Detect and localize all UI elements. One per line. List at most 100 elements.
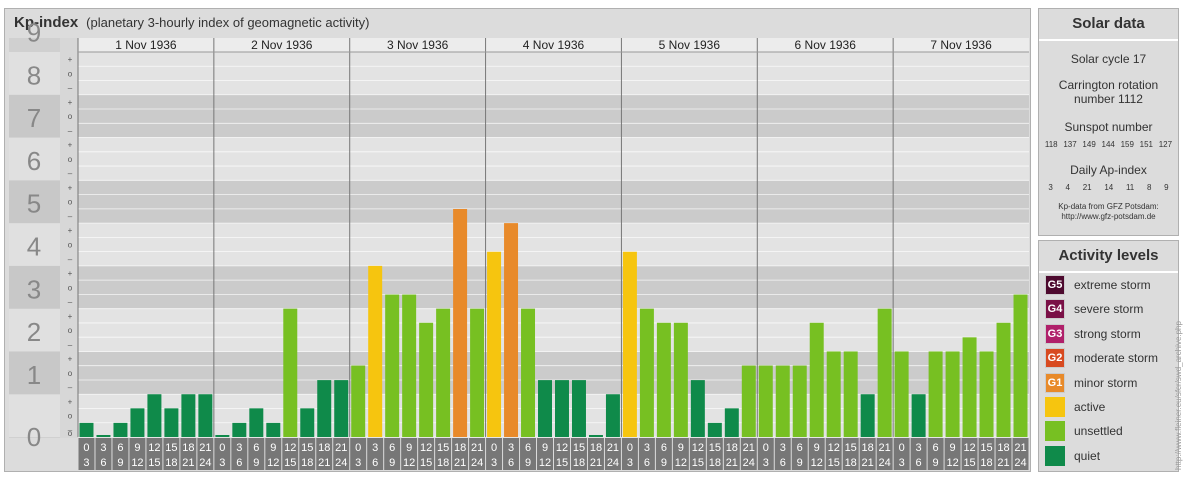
hour-cell: [706, 438, 723, 470]
hour-label-start: 9: [950, 442, 956, 454]
hour-label-end: 3: [627, 457, 633, 469]
kp-bar: [436, 308, 451, 437]
hour-label-end: 15: [148, 457, 160, 469]
kp-band: [78, 137, 1029, 181]
hour-cell: [163, 438, 180, 470]
kp-bar: [79, 422, 94, 437]
day-label: 1 Nov 1936: [115, 38, 177, 52]
hour-label-start: 9: [134, 442, 140, 454]
hour-cell: [231, 438, 248, 470]
hour-label-end: 9: [525, 457, 531, 469]
hour-label-start: 0: [899, 442, 905, 454]
hour-label-start: 12: [284, 442, 296, 454]
hour-label-start: 3: [644, 442, 650, 454]
y-subtick-label: +: [68, 141, 73, 150]
hour-label-start: 3: [916, 442, 922, 454]
kp-band: [78, 351, 1029, 395]
day-header-row: [78, 38, 1029, 52]
kp-bar: [741, 365, 756, 437]
kp-bar: [571, 380, 586, 437]
kp-bar: [453, 208, 468, 437]
hour-label-end: 24: [199, 457, 211, 469]
y-subtick-label: –: [68, 212, 73, 221]
sunspot-label: Sunspot number: [1064, 120, 1153, 134]
hour-label-end: 6: [236, 457, 242, 469]
y-tick-label: 1: [27, 360, 41, 390]
ap-value: 21: [1082, 183, 1092, 192]
hour-cell: [180, 438, 197, 470]
hour-label-start: 12: [556, 442, 568, 454]
ap-value: 8: [1146, 183, 1152, 192]
kp-bar: [809, 322, 824, 437]
kp-bar: [317, 380, 332, 437]
kp-bar: [860, 394, 875, 437]
hour-cell: [774, 438, 791, 470]
y-subtick-label: +: [68, 397, 73, 406]
kp-bar: [419, 322, 434, 437]
kp-bar: [198, 394, 213, 437]
hour-label-start: 6: [117, 442, 123, 454]
hour-label-end: 21: [726, 457, 738, 469]
hour-label-start: 18: [318, 442, 330, 454]
hour-cell: [95, 438, 112, 470]
day-label: 6 Nov 1936: [795, 38, 857, 52]
hour-cell: [350, 438, 367, 470]
hour-label-end: 21: [318, 457, 330, 469]
hour-cell: [842, 438, 859, 470]
hour-label-end: 24: [607, 457, 619, 469]
sunspot-value: 149: [1082, 140, 1096, 149]
y-subtick-label: +: [68, 226, 73, 235]
legend-swatch: [1045, 421, 1065, 441]
hour-label-start: 12: [420, 442, 432, 454]
hour-label-start: 21: [199, 442, 211, 454]
kp-bar-chart: 1 Nov 1936 2 Nov 1936 3 Nov 1936 4 Nov 1936…: [9, 18, 1029, 470]
hour-label-start: 6: [661, 442, 667, 454]
ap-label: Daily Ap-index: [1070, 163, 1147, 177]
solar-cycle: Solar cycle 17: [1070, 52, 1147, 66]
y-subtick-label: –: [68, 340, 73, 349]
y-subtick-label: o: [68, 155, 73, 164]
hour-label-start: 0: [219, 442, 225, 454]
kp-label-band: [9, 180, 60, 224]
sunspot-values: 118 137 149 144 159 151 127: [1039, 140, 1178, 149]
hour-label-end: 6: [508, 457, 514, 469]
hour-label-start: 21: [743, 442, 755, 454]
hour-label-start: 12: [692, 442, 704, 454]
kp-band: [78, 52, 1029, 95]
hour-cell: [401, 438, 418, 470]
hour-cell: [978, 438, 995, 470]
kp-bar: [1013, 294, 1028, 437]
kp-bar: [487, 251, 502, 437]
legend-swatch: G3: [1045, 324, 1065, 344]
day-label: 2 Nov 1936: [251, 38, 313, 52]
hour-cell: [435, 438, 452, 470]
hour-label-start: 3: [508, 442, 514, 454]
hour-label-end: 6: [916, 457, 922, 469]
hour-label-start: 15: [845, 442, 857, 454]
legend-swatch: G1: [1045, 373, 1065, 393]
hour-label-end: 24: [743, 457, 755, 469]
hour-label-start: 21: [879, 442, 891, 454]
hour-cell: [655, 438, 672, 470]
hour-cell: [1012, 438, 1029, 470]
kp-label-band: [9, 394, 60, 437]
hour-label-start: 0: [763, 442, 769, 454]
hour-cell: [503, 438, 520, 470]
y-subtick-label: +: [68, 312, 73, 321]
kp-label-band: [9, 137, 60, 181]
hour-label-start: 0: [355, 442, 361, 454]
kp-band: [78, 94, 1029, 138]
y-tick-label: 8: [27, 60, 41, 90]
kp-bar: [402, 294, 417, 437]
hour-cell: [129, 438, 146, 470]
legend-label: active: [1074, 400, 1106, 414]
y-subtick-label: +: [68, 183, 73, 192]
hour-label-start: 0: [491, 442, 497, 454]
hour-label-start: 15: [165, 442, 177, 454]
legend-swatch: [1045, 446, 1065, 466]
kp-bar: [758, 365, 773, 437]
kp-label-band: [9, 265, 60, 309]
hour-label-start: 18: [862, 442, 874, 454]
hour-cell: [486, 438, 503, 470]
hour-label-start: 3: [780, 442, 786, 454]
